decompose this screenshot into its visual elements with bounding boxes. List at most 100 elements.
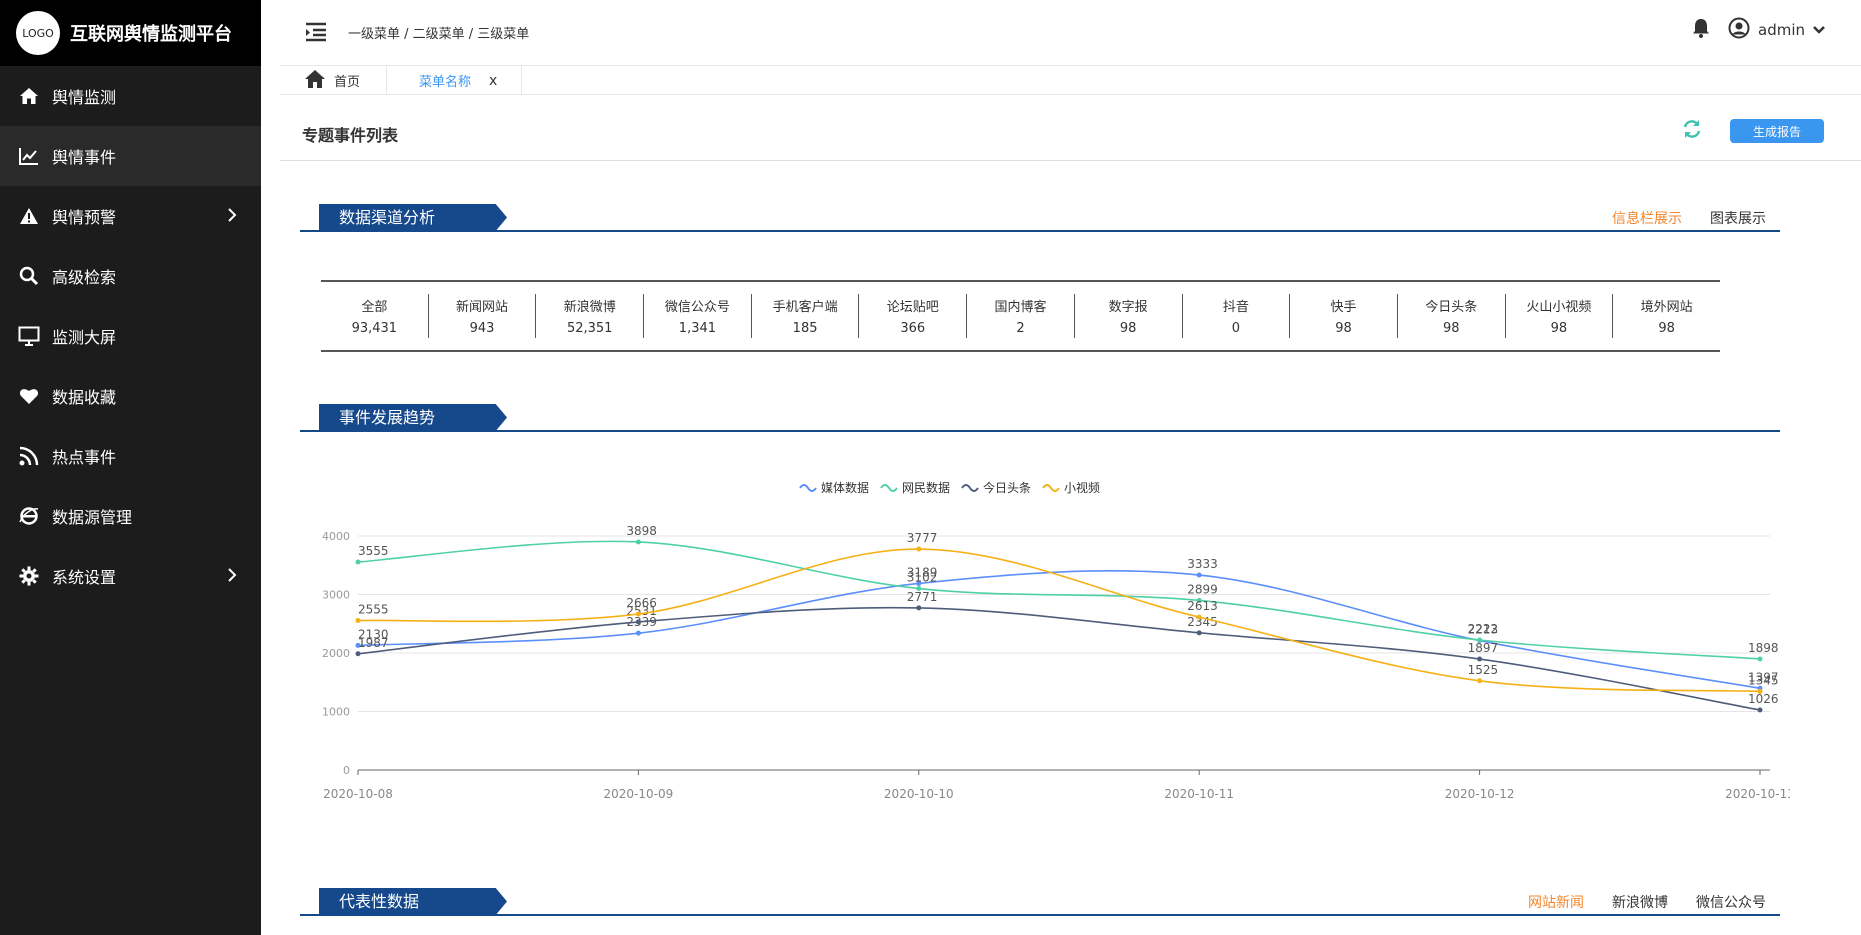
data-label: 3189 [907, 565, 938, 579]
ie-icon [18, 505, 40, 527]
channel-value: 2 [1016, 321, 1025, 336]
channel-cell[interactable]: 全部 93,431 [321, 294, 429, 338]
data-label: 2613 [1187, 599, 1218, 613]
sidebar-item-system-settings[interactable]: 系统设置 [0, 546, 261, 606]
refresh-icon[interactable] [1681, 118, 1703, 140]
data-label: 2899 [1187, 582, 1218, 596]
sidebar-item-advanced-search[interactable]: 高级检索 [0, 246, 261, 306]
channel-stats: 全部 93,431 新闻网站 943 新浪微博 52,351 微信公众号 1,341 手… [321, 280, 1720, 352]
series-line [357, 540, 1761, 660]
data-point [1196, 597, 1202, 603]
monitor-icon [18, 325, 40, 347]
channel-cell[interactable]: 新闻网站 943 [429, 294, 537, 338]
generate-report-button[interactable]: 生成报告 [1730, 119, 1824, 143]
channel-cell[interactable]: 快手 98 [1290, 294, 1398, 338]
switch-wechat[interactable]: 微信公众号 [1696, 895, 1766, 911]
data-point [916, 586, 922, 592]
data-point [1477, 637, 1483, 643]
channel-value: 98 [1550, 321, 1568, 336]
page-title: 专题事件列表 [302, 126, 399, 145]
page-header: 专题事件列表 生成报告 [280, 96, 1861, 161]
x-tick-label: 2020-10-09 [604, 787, 674, 801]
series-line [357, 548, 1761, 693]
tab-menu-name[interactable]: 菜单名称 x [387, 66, 523, 95]
channel-value: 93,431 [351, 321, 398, 336]
channel-name: 数字报 [1108, 300, 1148, 315]
channel-name: 火山小视频 [1526, 300, 1592, 315]
tab-close-button[interactable]: x [489, 72, 498, 89]
sidebar-item-sentiment-events[interactable]: 舆情事件 [0, 126, 261, 186]
data-label: 3555 [358, 544, 389, 558]
channel-cell[interactable]: 国内博客 2 [967, 294, 1075, 338]
switch-news-site[interactable]: 网站新闻 [1528, 895, 1584, 911]
rss-icon [18, 445, 40, 467]
tab-home[interactable]: 首页 [280, 66, 388, 95]
data-label: 2666 [626, 596, 657, 610]
sidebar-item-sentiment-warning[interactable]: 舆情预警 [0, 186, 261, 246]
chevron-down-icon [1813, 21, 1825, 39]
channel-cell[interactable]: 论坛贴吧 366 [859, 294, 968, 338]
data-point [916, 546, 922, 552]
channel-cell[interactable]: 手机客户端 185 [752, 294, 860, 338]
series-line [357, 570, 1761, 690]
data-point [1477, 678, 1483, 684]
sidebar-item-monitor-screen[interactable]: 监测大屏 [0, 306, 261, 366]
section-trend: 事件发展趋势 [300, 400, 1780, 432]
channel-cell[interactable]: 今日头条 98 [1398, 294, 1506, 338]
chart-line-icon [18, 145, 40, 167]
sidebar-item-sentiment-monitor[interactable]: 舆情监测 [0, 66, 261, 126]
channel-name: 手机客户端 [772, 300, 838, 315]
channel-cell[interactable]: 境外网站 98 [1613, 294, 1720, 338]
data-label: 3102 [907, 571, 938, 585]
data-label: 3898 [626, 524, 657, 538]
legend-swatch [880, 484, 898, 492]
data-label: 1525 [1468, 663, 1499, 677]
data-point [916, 580, 922, 586]
user-menu[interactable]: admin [1728, 17, 1825, 43]
channel-name: 论坛贴吧 [886, 300, 939, 315]
username: admin [1758, 21, 1805, 39]
sidebar-item-label: 系统设置 [52, 568, 117, 587]
channel-cell[interactable]: 火山小视频 98 [1506, 294, 1614, 338]
channel-cell[interactable]: 微信公众号 1,341 [644, 294, 752, 338]
sidebar: LOGO 互联网舆情监测平台 舆情监测 舆情事件 舆情预警 [0, 0, 261, 935]
sidebar-item-hot-events[interactable]: 热点事件 [0, 426, 261, 486]
channel-cell[interactable]: 数字报 98 [1075, 294, 1183, 338]
data-point [1757, 656, 1763, 662]
legend-label: 小视频 [1064, 480, 1100, 495]
header-right: admin [1692, 0, 1825, 60]
channel-name: 今日头条 [1425, 300, 1478, 315]
data-point [355, 559, 361, 565]
data-point [1196, 572, 1202, 578]
heart-icon [18, 385, 40, 407]
sidebar-item-label: 数据源管理 [52, 508, 133, 527]
data-label: 2222 [1468, 622, 1499, 636]
view-switch: 信息栏展示 图表展示 [1612, 208, 1766, 228]
section-title: 数据渠道分析 [319, 204, 507, 231]
channel-cell[interactable]: 新浪微博 52,351 [536, 294, 645, 338]
channel-value: 98 [1442, 321, 1460, 336]
data-point [355, 642, 361, 648]
legend-label: 媒体数据 [821, 480, 869, 495]
menu-toggle-icon[interactable] [304, 21, 328, 45]
channel-value: 0 [1231, 321, 1240, 336]
channel-cell[interactable]: 抖音 0 [1183, 294, 1291, 338]
data-point [635, 630, 641, 636]
data-point [635, 539, 641, 545]
data-label: 3333 [1187, 557, 1218, 571]
switch-info-bar[interactable]: 信息栏展示 [1612, 211, 1682, 227]
sidebar-item-data-source[interactable]: 数据源管理 [0, 486, 261, 546]
x-tick-label: 2020-10-11 [1164, 787, 1234, 801]
channel-value: 185 [792, 321, 818, 336]
bell-icon[interactable] [1692, 18, 1710, 42]
switch-sina-weibo[interactable]: 新浪微博 [1612, 895, 1668, 911]
channel-name: 快手 [1330, 300, 1357, 315]
data-label: 1026 [1748, 692, 1779, 706]
sidebar-item-data-favorites[interactable]: 数据收藏 [0, 366, 261, 426]
channel-value: 98 [1119, 321, 1137, 336]
home-icon [18, 85, 40, 107]
sidebar-item-label: 舆情监测 [52, 88, 117, 107]
y-tick-label: 2000 [322, 647, 350, 660]
switch-chart[interactable]: 图表展示 [1710, 211, 1766, 227]
x-tick-label: 2020-10-10 [884, 787, 954, 801]
